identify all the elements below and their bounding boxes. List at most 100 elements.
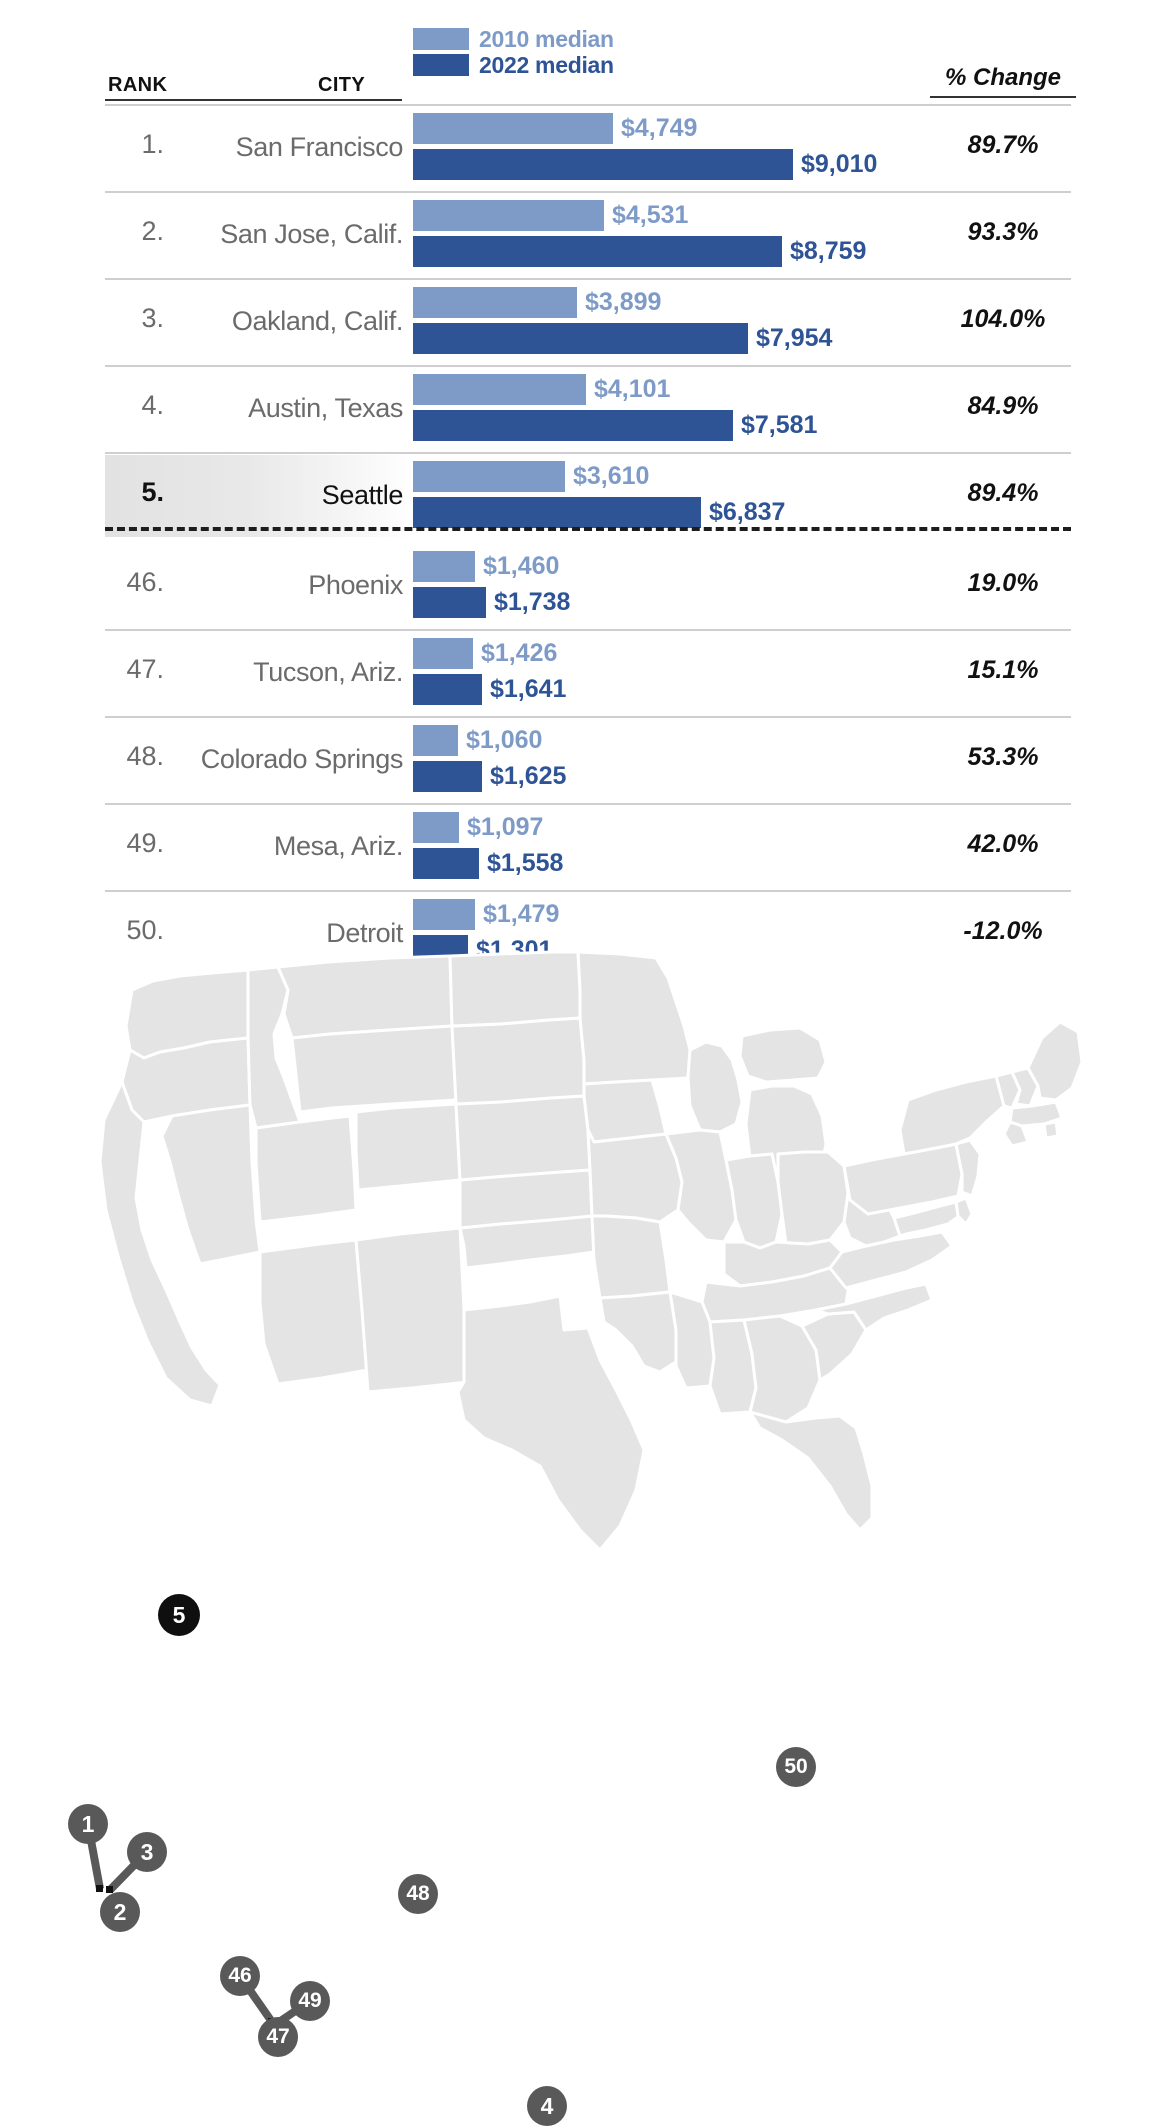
bar-2022 bbox=[413, 149, 793, 180]
row-bars: $1,460 $1,738 bbox=[413, 551, 933, 621]
bar-2010-value: $1,060 bbox=[466, 726, 543, 754]
bar-2010-line: $4,531 bbox=[413, 200, 933, 231]
bar-2022-value: $9,010 bbox=[801, 150, 878, 178]
row-rank: 5. bbox=[141, 477, 164, 507]
row-divider bbox=[105, 716, 1071, 718]
bar-2010-value: $3,610 bbox=[573, 462, 650, 490]
table-row: 2. San Jose, Calif. $4,531 $8,759 93.3% bbox=[0, 191, 1174, 278]
bar-2010-value: $4,531 bbox=[612, 201, 689, 229]
marker-pin-50[interactable]: 50 bbox=[776, 1747, 816, 1787]
bar-2022 bbox=[413, 497, 701, 528]
legend-label-2010: 2010 median bbox=[479, 25, 614, 52]
column-header-change: % Change bbox=[944, 64, 1061, 91]
row-highlight bbox=[105, 455, 415, 537]
row-bars: $1,426 $1,641 bbox=[413, 638, 933, 708]
row-bars: $4,749 $9,010 bbox=[413, 113, 933, 183]
row-percent-change: -12.0% bbox=[963, 917, 1043, 945]
bar-2022-value: $1,625 bbox=[490, 762, 567, 790]
bar-2010 bbox=[413, 638, 473, 669]
bar-2010 bbox=[413, 899, 475, 930]
row-divider bbox=[105, 629, 1071, 631]
row-divider bbox=[105, 191, 1071, 193]
bar-2022-value: $6,837 bbox=[709, 498, 786, 526]
us-map: 5 1 3 2 48 50 46 49 47 4 bbox=[60, 930, 1120, 2126]
bar-2022-line: $6,837 bbox=[413, 497, 933, 528]
bar-2010-value: $1,460 bbox=[483, 552, 560, 580]
marker-pin-4[interactable]: 4 bbox=[527, 2086, 567, 2126]
bar-2022 bbox=[413, 848, 479, 879]
row-divider bbox=[105, 890, 1071, 892]
marker-pin-5[interactable]: 5 bbox=[158, 1594, 200, 1636]
row-divider bbox=[105, 278, 1071, 280]
bar-2010-value: $1,097 bbox=[467, 813, 544, 841]
row-bars: $3,899 $7,954 bbox=[413, 287, 933, 357]
bar-2010-line: $3,610 bbox=[413, 461, 933, 492]
row-city: Phoenix bbox=[308, 570, 403, 600]
row-rank: 47. bbox=[126, 654, 164, 684]
row-percent-change: 89.4% bbox=[967, 479, 1039, 507]
bar-2022 bbox=[413, 323, 748, 354]
bar-2022-line: $8,759 bbox=[413, 236, 933, 267]
row-rank: 46. bbox=[126, 567, 164, 597]
rank-gap-divider bbox=[105, 527, 1071, 531]
row-percent-change: 42.0% bbox=[967, 830, 1039, 858]
table-row: 49. Mesa, Ariz. $1,097 $1,558 42.0% bbox=[0, 803, 1174, 890]
row-divider bbox=[105, 803, 1071, 805]
us-map-svg bbox=[98, 950, 1084, 1552]
bar-2010-line: $1,097 bbox=[413, 812, 933, 843]
marker-pin-46[interactable]: 46 bbox=[220, 1956, 260, 1996]
table-row: 4. Austin, Texas $4,101 $7,581 84.9% bbox=[0, 365, 1174, 452]
bar-2010-value: $4,101 bbox=[594, 375, 671, 403]
bar-2022-line: $7,954 bbox=[413, 323, 933, 354]
bar-2010 bbox=[413, 725, 458, 756]
row-rank: 50. bbox=[126, 915, 164, 945]
row-rank: 48. bbox=[126, 741, 164, 771]
table-row: 47. Tucson, Ariz. $1,426 $1,641 15.1% bbox=[0, 629, 1174, 716]
legend-swatch-2022 bbox=[413, 54, 469, 76]
marker-pin-2[interactable]: 2 bbox=[100, 1892, 140, 1932]
bar-2022-value: $8,759 bbox=[790, 237, 867, 265]
row-city: San Jose, Calif. bbox=[220, 219, 403, 249]
row-rank: 49. bbox=[126, 828, 164, 858]
bar-2022 bbox=[413, 761, 482, 792]
bar-2022-line: $1,738 bbox=[413, 587, 933, 618]
chart-legend: 2010 median 2022 median bbox=[413, 26, 614, 78]
bar-2010-value: $4,749 bbox=[621, 114, 698, 142]
bar-2022-line: $1,558 bbox=[413, 848, 933, 879]
row-divider bbox=[105, 365, 1071, 367]
bar-2022 bbox=[413, 236, 782, 267]
bar-2010-line: $1,426 bbox=[413, 638, 933, 669]
bar-2010-value: $1,479 bbox=[483, 900, 560, 928]
marker-pin-47[interactable]: 47 bbox=[258, 2017, 298, 2057]
row-city: Detroit bbox=[326, 918, 403, 948]
bar-2010 bbox=[413, 551, 475, 582]
marker-pin-1[interactable]: 1 bbox=[68, 1804, 108, 1844]
row-city: Tucson, Ariz. bbox=[253, 657, 403, 687]
column-header-rank: RANK bbox=[108, 74, 168, 96]
header-rule-right bbox=[930, 96, 1076, 98]
marker-pin-49[interactable]: 49 bbox=[290, 1981, 330, 2021]
table-row: 48. Colorado Springs $1,060 $1,625 53.3% bbox=[0, 716, 1174, 803]
table-row: 1. San Francisco $4,749 $9,010 89.7% bbox=[0, 104, 1174, 191]
bar-2010-value: $3,899 bbox=[585, 288, 662, 316]
bar-2022 bbox=[413, 587, 486, 618]
bar-2022-value: $1,558 bbox=[487, 849, 564, 877]
bar-2022-line: $7,581 bbox=[413, 410, 933, 441]
row-rank: 4. bbox=[141, 390, 164, 420]
row-city: Mesa, Ariz. bbox=[273, 831, 404, 861]
legend-item-2010: 2010 median bbox=[413, 26, 614, 52]
row-bars: $1,097 $1,558 bbox=[413, 812, 933, 882]
marker-pin-48[interactable]: 48 bbox=[398, 1874, 438, 1914]
row-bars: $4,531 $8,759 bbox=[413, 200, 933, 270]
bar-2010 bbox=[413, 812, 459, 843]
row-city: San Francisco bbox=[235, 132, 404, 162]
marker-pin-3[interactable]: 3 bbox=[127, 1832, 167, 1872]
table-row: 3. Oakland, Calif. $3,899 $7,954 104.0% bbox=[0, 278, 1174, 365]
map-states bbox=[98, 950, 1084, 1552]
row-bars: $4,101 $7,581 bbox=[413, 374, 933, 444]
legend-swatch-2010 bbox=[413, 28, 469, 50]
row-city: Colorado Springs bbox=[200, 744, 404, 774]
row-rank: 1. bbox=[141, 129, 164, 159]
bar-2010-line: $4,749 bbox=[413, 113, 933, 144]
bar-2022 bbox=[413, 674, 482, 705]
